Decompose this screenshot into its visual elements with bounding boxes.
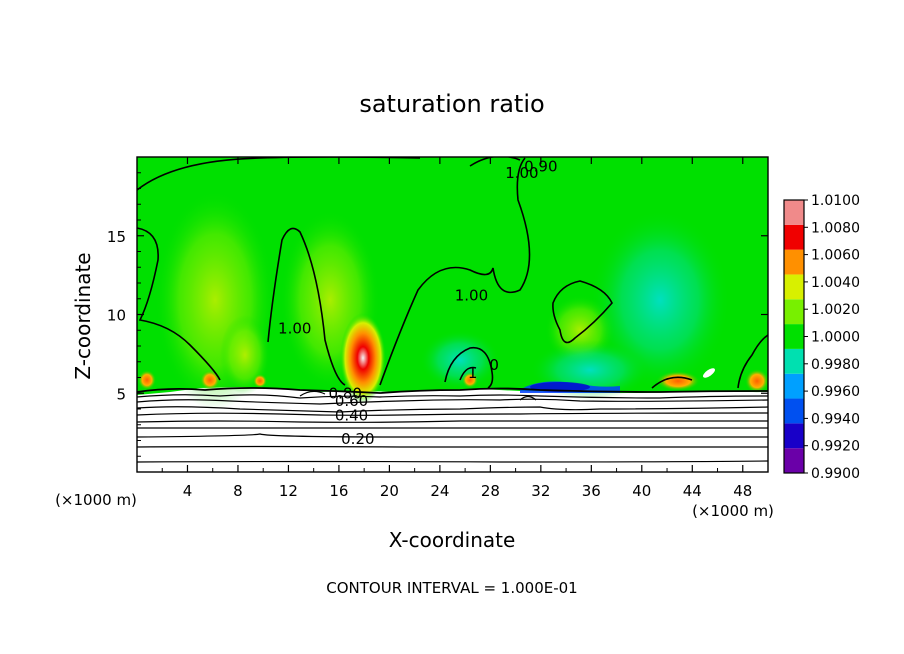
colorbar-segment <box>784 398 804 424</box>
x-tick-label: 36 <box>582 482 601 500</box>
x-axis-ticks: 4 8 12 16 20 24 28 32 36 40 44 48 <box>161 157 752 500</box>
colorbar-label: 0.9960 <box>811 384 860 400</box>
y-tick-label: 15 <box>107 228 126 246</box>
colorbar-segment <box>784 274 804 300</box>
strong-core <box>340 313 386 403</box>
contour-lines-1 <box>137 157 768 389</box>
colorbar-label: 1.0060 <box>811 248 860 264</box>
orange-patch-5 <box>656 371 700 391</box>
colorbar-label: 1.0080 <box>811 220 860 236</box>
contour-label: 0.40 <box>335 406 368 424</box>
contour-label: 0.60 <box>335 392 368 410</box>
y-axis-ticks: 5 10 15 <box>107 172 768 457</box>
colorbar-segment <box>784 224 804 250</box>
colorbar-label: 0.9940 <box>811 411 860 427</box>
y-tick-label: 5 <box>116 385 126 403</box>
colorbar-segment <box>784 324 804 349</box>
x-tick-label: 28 <box>481 482 500 500</box>
x-tick-label: 20 <box>380 482 399 500</box>
x-tick-label: 16 <box>329 482 348 500</box>
x-tick-label: 40 <box>632 482 651 500</box>
contour-label: 0 <box>489 356 499 374</box>
colorbar-label: 1.0020 <box>811 302 860 318</box>
colorbar-segment <box>784 448 804 473</box>
orange-patch-4 <box>462 372 478 388</box>
contour-labels: 1.000.901.001.001 00.800.600.400.20 <box>278 157 557 448</box>
colorbar: 0.9900 0.9920 0.9940 0.9960 0.9980 1.0000 1.00… <box>784 193 860 482</box>
colorbar-segment <box>784 299 804 325</box>
x-tick-label: 4 <box>183 482 193 500</box>
y-axis-label: Z-coordinate <box>71 252 95 379</box>
x-tick-label: 44 <box>683 482 702 500</box>
y-tick-label: 10 <box>107 307 126 325</box>
contour-label: 0.80 <box>329 384 362 402</box>
white-patch <box>703 368 715 378</box>
contour-lines-2 <box>137 387 768 463</box>
x-tick-label: 24 <box>430 482 449 500</box>
x-tick-label: 12 <box>279 482 298 500</box>
x-tick-label: 8 <box>233 482 243 500</box>
x-axis-label: X-coordinate <box>389 528 516 552</box>
subsaturated-region <box>137 387 768 472</box>
cyan-blob-1 <box>590 210 730 390</box>
colorbar-label: 1.0000 <box>811 330 860 346</box>
colorbar-label: 1.0040 <box>811 275 860 291</box>
colorbar-segment <box>784 348 804 374</box>
heatmap-field <box>137 157 768 472</box>
contour-label: 0.90 <box>524 157 557 175</box>
x-unit-label-right: (×1000 m) <box>692 502 774 520</box>
contour-label: 1.00 <box>455 287 488 305</box>
orange-patch-1 <box>138 370 156 390</box>
x-unit-label-left: (×1000 m) <box>55 491 137 509</box>
colorbar-label: 0.9980 <box>811 357 860 373</box>
contour-label: 0.20 <box>341 430 374 448</box>
cyan-blob-3 <box>420 330 500 390</box>
colorbar-frame <box>783 199 805 474</box>
colorbar-segment <box>784 373 804 399</box>
colorbar-segment <box>784 423 804 449</box>
contour-interval-text: CONTOUR INTERVAL = 1.000E-01 <box>326 579 577 597</box>
colorbar-label: 0.9900 <box>811 466 860 482</box>
x-tick-label: 32 <box>531 482 550 500</box>
colorbar-segment <box>784 249 804 275</box>
contour-label: 1.00 <box>278 320 311 338</box>
colorbar-label: 0.9920 <box>811 439 860 455</box>
orange-patch-6 <box>745 369 768 393</box>
orange-patch-3 <box>253 374 267 388</box>
chart-title: saturation ratio <box>359 90 544 118</box>
x-tick-label: 48 <box>733 482 752 500</box>
contour-label: 1.00 <box>505 164 538 182</box>
orange-patch-2 <box>200 370 220 390</box>
colorbar-label: 1.0100 <box>811 193 860 209</box>
contour-label: 1 <box>468 364 478 382</box>
colorbar-segment <box>784 200 804 225</box>
